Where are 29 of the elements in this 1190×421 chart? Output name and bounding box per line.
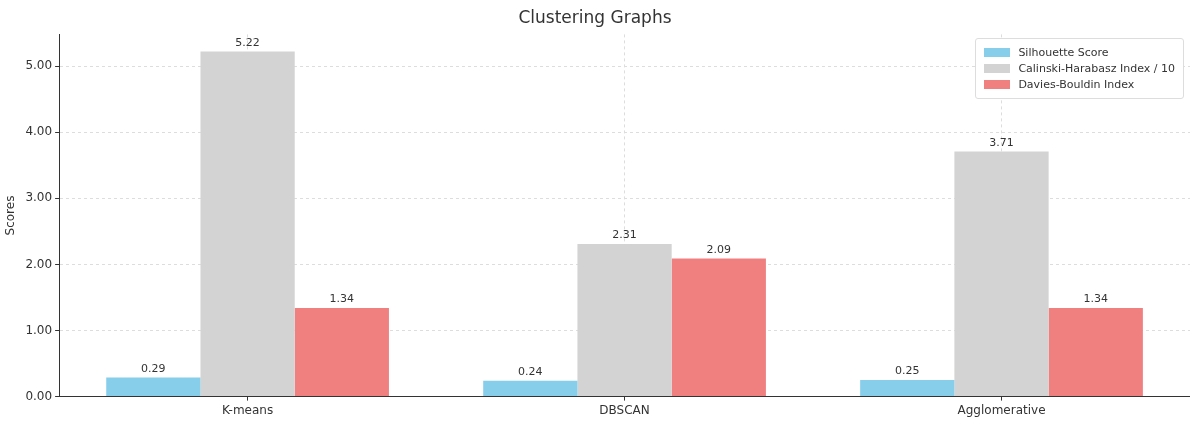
y-tick-label: 3.00	[25, 190, 53, 205]
x-tick-label: DBSCAN	[599, 402, 650, 417]
x-tick-label: Agglomerative	[957, 402, 1046, 417]
bar	[860, 380, 955, 397]
bar	[106, 377, 201, 397]
y-tick-label: 4.00	[25, 124, 53, 139]
y-tick-label: 0.00	[25, 388, 53, 403]
legend-label: Davies-Bouldin Index	[1018, 78, 1135, 92]
data-label: 2.31	[612, 228, 637, 242]
y-tick-label: 5.00	[25, 58, 53, 73]
y-tick-label: 1.00	[25, 322, 53, 337]
data-label: 0.24	[518, 365, 543, 379]
bar	[1048, 308, 1143, 397]
data-label: 3.71	[989, 135, 1014, 149]
data-label: 2.09	[706, 242, 732, 256]
data-label: 1.34	[329, 292, 355, 306]
data-label: 0.29	[141, 361, 166, 375]
data-label: 0.25	[895, 364, 920, 378]
data-label: 1.34	[1083, 292, 1109, 306]
y-tick-label: 2.00	[25, 256, 53, 271]
bar	[671, 258, 766, 397]
y-axis-title: Scores	[3, 195, 18, 236]
bar	[483, 380, 578, 397]
x-tick-label: K-means	[221, 402, 274, 417]
legend-label: Silhouette Score	[1018, 46, 1109, 60]
chart-title: Clustering Graphs	[518, 6, 672, 27]
data-label: 5.22	[235, 35, 260, 49]
legend-label: Calinski-Harabasz Index / 10	[1018, 62, 1175, 76]
bar	[294, 308, 389, 397]
